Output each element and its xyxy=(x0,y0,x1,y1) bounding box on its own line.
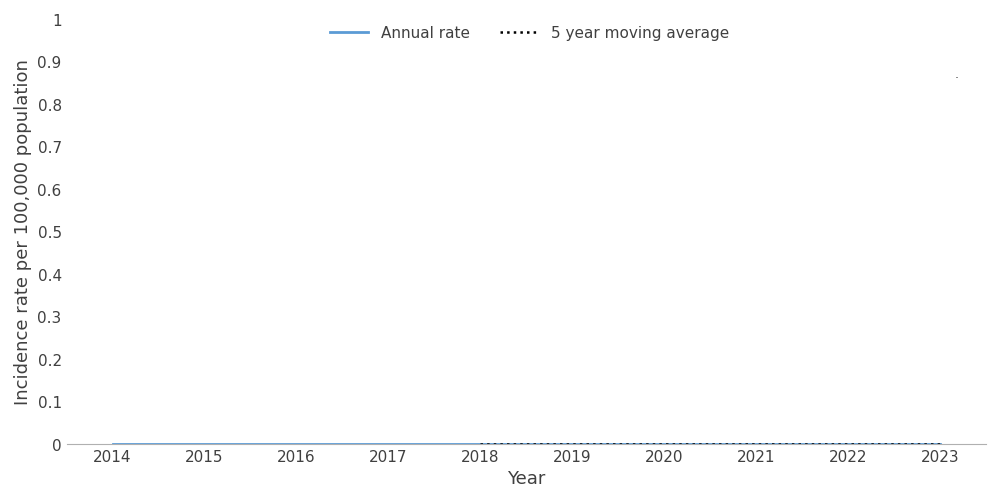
Annual rate xyxy=(474,441,486,447)
Text: .: . xyxy=(955,68,959,81)
5 year moving average xyxy=(934,441,946,447)
Annual rate xyxy=(658,441,670,447)
Annual rate xyxy=(290,441,302,447)
X-axis label: Year: Year xyxy=(507,469,546,487)
Annual rate xyxy=(382,441,394,447)
5 year moving average xyxy=(750,441,762,447)
5 year moving average xyxy=(658,441,670,447)
Annual rate xyxy=(842,441,854,447)
Legend: Annual rate, 5 year moving average: Annual rate, 5 year moving average xyxy=(324,20,735,47)
5 year moving average xyxy=(566,441,578,447)
5 year moving average xyxy=(474,441,486,447)
5 year moving average xyxy=(842,441,854,447)
Annual rate xyxy=(198,441,210,447)
Annual rate xyxy=(107,441,119,447)
Annual rate xyxy=(750,441,762,447)
Y-axis label: Incidence rate per 100,000 population: Incidence rate per 100,000 population xyxy=(14,59,32,404)
Annual rate xyxy=(566,441,578,447)
Annual rate xyxy=(934,441,946,447)
